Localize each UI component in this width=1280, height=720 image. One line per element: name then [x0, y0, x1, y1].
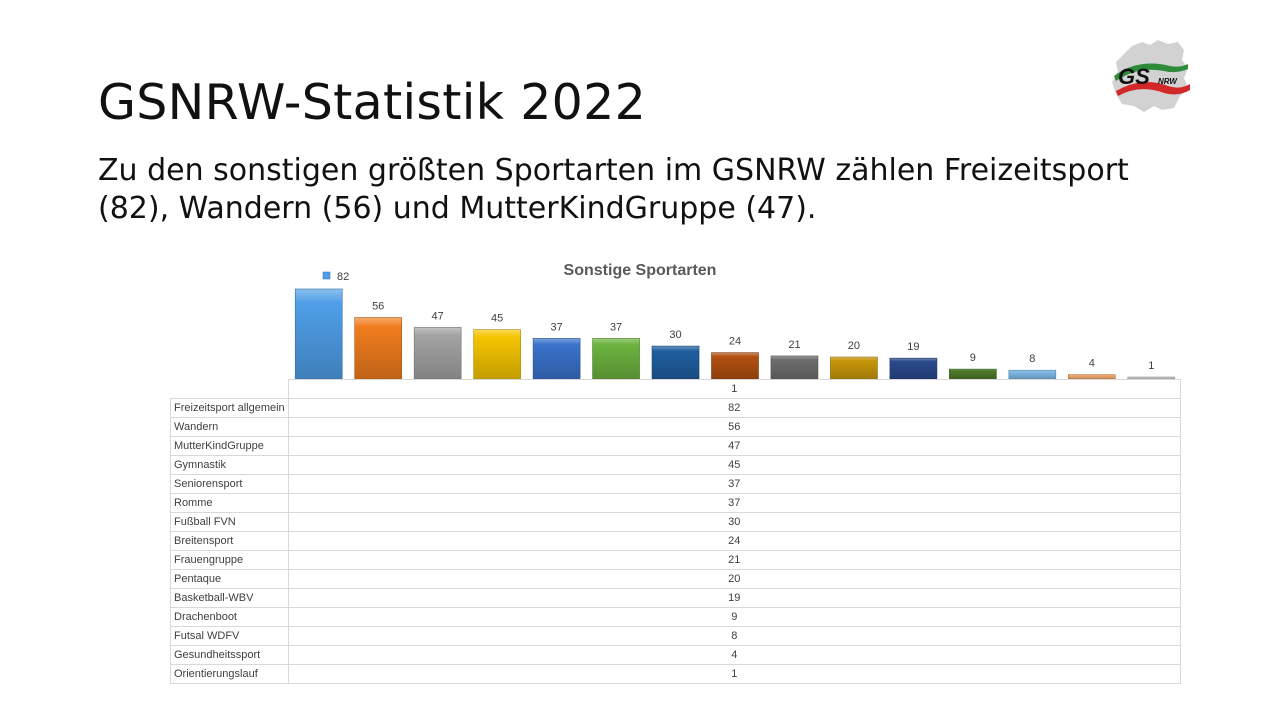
bar-value-label: 45 [491, 313, 503, 325]
table-row: Basketball-WBV 19 [170, 588, 1181, 608]
legend-marker [322, 271, 331, 280]
bar-value-label: 56 [372, 301, 384, 313]
table-value-cell: 30 [287, 512, 1181, 532]
table-value-cell: 4 [287, 645, 1181, 665]
bar-14 [1068, 374, 1116, 380]
table-value-cell: 24 [287, 531, 1181, 551]
table-category-cell: Romme [170, 493, 289, 513]
table-value-cell: 9 [287, 607, 1181, 627]
bar-9 [770, 355, 819, 380]
bar-value-label: 21 [788, 339, 800, 351]
logo-lettering: GS [1118, 64, 1150, 89]
table-category-cell: Futsal WDFV [170, 626, 289, 646]
slide-title: GSNRW-Statistik 2022 [98, 74, 647, 131]
chart-title: Sonstige Sportarten [563, 262, 717, 279]
table-row: Futsal WDFV 8 [170, 626, 1181, 646]
bar-7 [651, 345, 700, 380]
bar-10 [830, 356, 878, 380]
table-header-row: 1 [170, 379, 1181, 399]
table-row: Seniorensport 37 [170, 474, 1181, 494]
table-value-cell: 37 [287, 493, 1181, 513]
bar-value-label: 20 [848, 340, 860, 352]
bar-2 [354, 317, 403, 380]
table-row: Freizeitsport allgemein 82 [170, 398, 1181, 418]
bar-13 [1008, 369, 1057, 380]
bar-1 [294, 288, 343, 380]
bar-value-label: 37 [610, 321, 622, 333]
table-row: Pentaque 20 [170, 569, 1181, 589]
bar-11 [889, 357, 938, 380]
svg-text:NRW: NRW [1158, 77, 1178, 86]
table-row: Orientierungslauf 1 [170, 664, 1181, 684]
table-header-value: 1 [287, 379, 1181, 399]
data-table: 1 Freizeitsport allgemein 82 Wandern 56 Mutt… [170, 379, 1181, 684]
bar-value-label: 9 [970, 352, 976, 364]
bar-8 [711, 352, 759, 380]
table-value-cell: 1 [287, 664, 1181, 684]
bar-value-label: 24 [729, 336, 741, 348]
bar-value-label: 30 [669, 329, 681, 341]
table-value-cell: 8 [287, 626, 1181, 646]
bar-value-label: 47 [432, 310, 444, 322]
table-category-cell: Fußball FVN [170, 512, 289, 532]
slide-summary-text: Zu den sonstigen größten Sportarten im G… [98, 153, 1129, 226]
bar-6 [592, 338, 640, 380]
table-category-cell: Gesundheitssport [170, 645, 289, 665]
table-category-cell: Freizeitsport allgemein [170, 398, 289, 418]
table-value-cell: 56 [287, 417, 1181, 437]
table-row: MutterKindGruppe 47 [170, 436, 1181, 456]
logo-red-swoosh [1116, 82, 1190, 96]
table-value-cell: 82 [287, 398, 1181, 418]
table-category-cell: Orientierungslauf [170, 664, 289, 684]
table-value-cell: 19 [287, 588, 1181, 608]
bar-12 [949, 368, 997, 380]
gsnrw-logo-icon: GS NRW [1108, 36, 1194, 116]
bar-4 [473, 329, 521, 380]
table-category-cell: Breitensport [170, 531, 289, 551]
table-row: Gesundheitssport 4 [170, 645, 1181, 665]
bar-5 [532, 338, 581, 380]
bar-value-label: 37 [550, 321, 562, 333]
table-row: Drachenboot 9 [170, 607, 1181, 627]
bar-value-label: 4 [1089, 358, 1095, 370]
table-category-cell: Gymnastik [170, 455, 289, 475]
table-value-cell: 20 [287, 569, 1181, 589]
bar-value-label: 19 [907, 341, 919, 353]
bar-value-label: 8 [1029, 353, 1035, 365]
logo-green-swoosh [1114, 63, 1188, 81]
table-value-cell: 45 [287, 455, 1181, 475]
table-row: Breitensport 24 [170, 531, 1181, 551]
table-value-cell: 37 [287, 474, 1181, 494]
table-category-cell: MutterKindGruppe [170, 436, 289, 456]
table-value-cell: 21 [287, 550, 1181, 570]
table-category-cell: Frauengruppe [170, 550, 289, 570]
table-row: Frauengruppe 21 [170, 550, 1181, 570]
table-row: Romme 37 [170, 493, 1181, 513]
table-category-cell: Wandern [170, 417, 289, 437]
table-category-cell: Seniorensport [170, 474, 289, 494]
table-row: Fußball FVN 30 [170, 512, 1181, 532]
table-category-cell: Basketball-WBV [170, 588, 289, 608]
table-category-cell: Drachenboot [170, 607, 289, 627]
table-row: Gymnastik 45 [170, 455, 1181, 475]
table-category-cell: Pentaque [170, 569, 289, 589]
bar-3 [413, 327, 462, 380]
bar-value-label: 1 [1148, 360, 1154, 372]
table-row: Wandern 56 [170, 417, 1181, 437]
legend-value: 82 [337, 271, 349, 283]
table-value-cell: 47 [287, 436, 1181, 456]
